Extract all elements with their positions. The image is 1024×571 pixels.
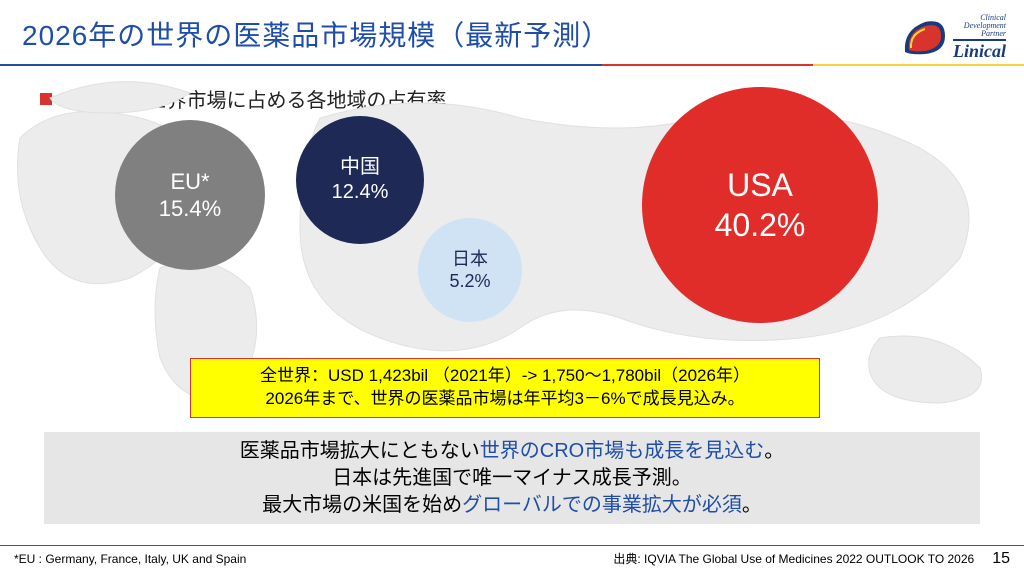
- logo-text: Clinical Development Partner Linical: [953, 14, 1006, 60]
- rule-seg-red: [602, 64, 813, 66]
- bubble-usa-label: USA: [727, 165, 793, 205]
- bubble-japan: 日本5.2%: [418, 218, 522, 322]
- summary-l1b: 世界のCRO市場も成長を見込む: [480, 440, 764, 462]
- summary-line-3: 最大市場の米国を始めグローバルでの事業拡大が必須。: [262, 492, 762, 519]
- bubble-china-value: 12.4%: [332, 180, 389, 205]
- bubble-japan-value: 5.2%: [449, 270, 490, 293]
- summary-line-2: 日本は先進国で唯一マイナス成長予測。: [332, 465, 692, 492]
- bubble-eu: EU*15.4%: [115, 120, 265, 270]
- title-rule: [0, 64, 1024, 66]
- summary-l3b: グローバルでの事業拡大が必須: [462, 494, 742, 516]
- logo-mark-icon: [901, 18, 947, 56]
- slide: 2026年の世界の医薬品市場規模（最新予測） Clinical Developm…: [0, 0, 1024, 571]
- summary-l1a: 医薬品市場拡大にともない: [240, 440, 480, 462]
- logo-name: Linical: [953, 39, 1006, 60]
- rule-seg-yellow: [813, 64, 1024, 66]
- summary-line-1: 医薬品市場拡大にともない世界のCRO市場も成長を見込む。: [240, 438, 784, 465]
- footnote-eu: *EU : Germany, France, Italy, UK and Spa…: [14, 552, 613, 566]
- bubble-usa-value: 40.2%: [715, 205, 806, 245]
- bubble-eu-value: 15.4%: [159, 195, 221, 223]
- summary-l3c: 。: [742, 494, 762, 516]
- title-row: 2026年の世界の医薬品市場規模（最新予測） Clinical Developm…: [22, 14, 1006, 62]
- bubble-chart: EU*15.4%中国12.4%日本5.2%USA40.2%: [0, 100, 1024, 400]
- logo: Clinical Development Partner Linical: [901, 14, 1006, 60]
- callout-line-2: 2026年まで、世界の医薬品市場は年平均3－6%で成長見込み。: [265, 388, 744, 411]
- bubble-china-label: 中国: [340, 155, 380, 180]
- slide-title: 2026年の世界の医薬品市場規模（最新予測）: [22, 14, 610, 54]
- source-citation: 出典: IQVIA The Global Use of Medicines 20…: [613, 550, 974, 567]
- bubble-usa: USA40.2%: [642, 87, 878, 323]
- grey-summary-box: 医薬品市場拡大にともない世界のCRO市場も成長を見込む。 日本は先進国で唯一マイ…: [44, 432, 980, 524]
- summary-l1c: 。: [764, 440, 784, 462]
- callout-line-1: 全世界：USD 1,423bil （2021年）-> 1,750〜1,780bi…: [260, 365, 750, 388]
- bubble-japan-label: 日本: [452, 248, 488, 271]
- bubble-eu-label: EU*: [170, 168, 209, 196]
- summary-l3a: 最大市場の米国を始め: [262, 494, 462, 516]
- rule-seg-blue: [0, 64, 602, 66]
- footer: *EU : Germany, France, Italy, UK and Spa…: [0, 545, 1024, 571]
- logo-tagline-3: Partner: [981, 30, 1006, 38]
- bubble-china: 中国12.4%: [296, 116, 424, 244]
- page-number: 15: [992, 550, 1010, 568]
- yellow-callout: 全世界：USD 1,423bil （2021年）-> 1,750〜1,780bi…: [190, 358, 820, 418]
